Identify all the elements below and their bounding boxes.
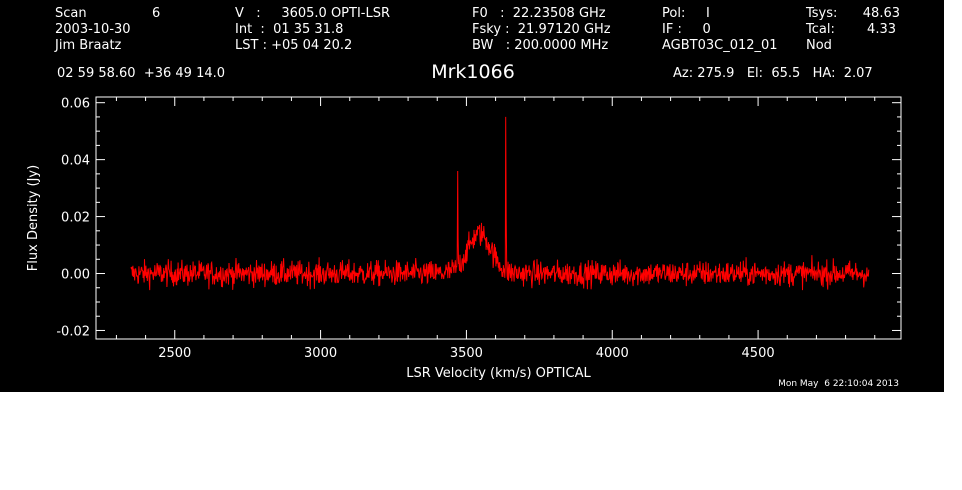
pointing-info: Az: 275.9 El: 65.5 HA: 2.07 — [673, 66, 873, 81]
observer: Jim Braatz — [55, 38, 122, 53]
obs-date: 2003-10-30 — [55, 22, 131, 37]
bandwidth: BW : 200.0000 MHz — [472, 38, 609, 53]
axis-labels: 2500 3000 3500 4000 4500 -0.02 0.00 0.02 0.04 0.0… — [26, 97, 775, 381]
plot-frame — [95, 96, 902, 340]
tcal-value: 4.33 — [867, 22, 896, 37]
plot-panel: Scan 6 2003-10-30 Jim Braatz V : 3605.0 … — [0, 0, 944, 392]
tcal-label: Tcal: — [806, 22, 835, 37]
sky-frequency: Fsky : 21.97120 GHz — [472, 22, 611, 37]
tsys-value: 48.63 — [862, 6, 900, 21]
project-id: AGBT03C_012_01 — [662, 38, 778, 53]
source-name: Mrk1066 — [431, 61, 515, 83]
x-tick-label: 3000 — [304, 346, 337, 361]
plot-timestamp: Mon May 6 22:10:04 2013 — [778, 379, 899, 389]
tick-marks — [96, 97, 901, 339]
switching-mode: Nod — [806, 38, 832, 53]
source-coordinates: 02 59 58.60 +36 49 14.0 — [57, 66, 226, 81]
axes-frame — [95, 96, 902, 340]
y-tick-label: 0.02 — [61, 211, 90, 226]
x-tick-label: 3500 — [450, 346, 483, 361]
x-tick-label: 2500 — [158, 346, 191, 361]
x-axis-title: LSR Velocity (km/s) OPTICAL — [406, 366, 591, 381]
scan-number: 6 — [152, 6, 161, 21]
y-axis-title: Flux Density (Jy) — [26, 165, 41, 271]
spectrum-line — [130, 116, 870, 291]
y-tick-label: -0.02 — [56, 324, 90, 339]
lst-info: LST : +05 04 20.2 — [235, 38, 353, 53]
y-tick-label: 0.04 — [61, 154, 90, 169]
tsys-label: Tsys: — [806, 6, 838, 21]
scan-label: Scan — [55, 6, 87, 21]
if-number: IF : 0 — [662, 22, 711, 37]
x-tick-label: 4500 — [742, 346, 775, 361]
y-tick-label: 0.06 — [61, 97, 90, 112]
velocity-info: V : 3605.0 OPTI-LSR — [235, 6, 391, 21]
spectrum-trace — [130, 116, 870, 291]
rest-frequency: F0 : 22.23508 GHz — [472, 6, 606, 21]
integration-info: Int : 01 35 31.8 — [235, 22, 344, 37]
x-tick-label: 4000 — [596, 346, 629, 361]
polarization: Pol: I — [662, 6, 710, 21]
spectrum-chart: 2500 3000 3500 4000 4500 -0.02 0.00 0.02 0.04 0.0… — [26, 96, 902, 381]
y-tick-label: 0.00 — [61, 268, 90, 283]
